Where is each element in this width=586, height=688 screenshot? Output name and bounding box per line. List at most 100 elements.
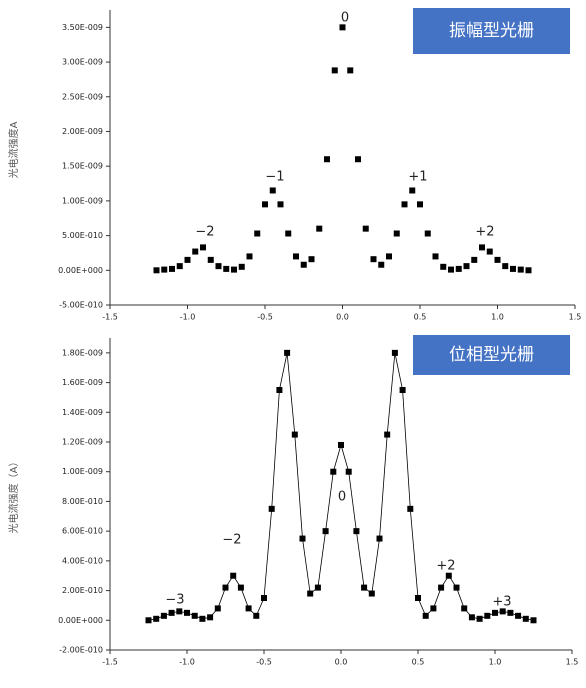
y-tick-label: 4.00E-010	[62, 556, 103, 565]
data-point	[238, 263, 245, 270]
data-point	[399, 387, 406, 393]
data-point	[476, 615, 483, 622]
data-point	[424, 230, 431, 237]
data-point	[284, 349, 291, 356]
data-point	[345, 468, 352, 475]
y-tick-label: 1.60E-009	[62, 378, 103, 387]
data-point	[200, 244, 206, 251]
data-point	[468, 614, 475, 621]
data-point	[285, 230, 292, 237]
data-point	[461, 605, 468, 612]
order-label: −2	[195, 225, 214, 240]
y-tick-label: 5.00E-010	[62, 231, 103, 240]
data-point	[316, 225, 323, 232]
data-point	[307, 590, 314, 597]
data-point	[415, 595, 421, 601]
data-point	[445, 572, 452, 579]
y-tick-label: -5.00E-010	[59, 301, 103, 310]
y-axis-title: 光电流强度（A）	[7, 457, 20, 534]
data-point	[269, 187, 276, 194]
x-tick-label: -1.5	[102, 313, 118, 322]
data-point	[207, 256, 214, 263]
data-point	[440, 263, 447, 270]
x-tick-label: 0.0	[336, 313, 349, 322]
data-point	[153, 615, 160, 622]
y-tick-label: 3.50E-009	[62, 23, 103, 32]
x-tick-label: 1.0	[491, 313, 504, 322]
data-point	[176, 263, 183, 270]
data-point	[494, 256, 501, 263]
data-point	[184, 256, 191, 263]
data-point	[169, 265, 175, 272]
chart: 1.80E-0091.60E-0091.40E-0091.20E-0091.00…	[7, 335, 578, 667]
x-tick-label: 1.5	[569, 313, 582, 322]
x-tick-label: -0.5	[256, 658, 272, 667]
y-tick-label: 8.00E-010	[62, 497, 103, 506]
data-point	[160, 612, 167, 619]
order-label: +1	[408, 170, 427, 185]
data-point	[153, 267, 160, 274]
x-tick-label: -1.0	[179, 658, 195, 667]
chart-title: 振幅型光栅	[449, 21, 534, 41]
data-point	[223, 265, 230, 272]
y-axis-title: 光电流强度A	[7, 121, 20, 178]
x-tick-label: -1.0	[180, 313, 196, 322]
data-point	[438, 584, 445, 591]
data-point	[386, 253, 392, 260]
data-point	[253, 612, 260, 619]
data-point	[331, 67, 338, 74]
data-point	[432, 253, 439, 260]
y-tick-label: 0.00E+000	[58, 616, 103, 625]
data-point	[370, 256, 377, 263]
data-point	[192, 248, 199, 255]
data-point	[409, 187, 416, 194]
order-label: +2	[436, 559, 455, 574]
data-point	[308, 256, 315, 263]
data-point	[184, 609, 190, 616]
y-tick-label: 0.00E+000	[58, 266, 103, 275]
x-tick-label: 0.0	[335, 658, 348, 667]
data-point	[353, 528, 360, 535]
data-point	[324, 156, 330, 163]
data-point	[499, 608, 506, 615]
data-point	[378, 261, 385, 268]
x-tick-label: 1.5	[566, 658, 579, 667]
order-label: +2	[475, 225, 494, 240]
data-point	[391, 349, 398, 356]
title-badge	[413, 8, 570, 54]
order-label: −1	[265, 170, 284, 185]
y-tick-label: 1.80E-009	[62, 348, 103, 357]
y-tick-label: 1.50E-009	[62, 162, 103, 171]
data-point	[222, 584, 229, 591]
x-tick-label: 0.5	[412, 658, 425, 667]
data-point	[407, 505, 414, 512]
data-point	[199, 615, 206, 622]
y-tick-label: 2.00E-010	[62, 586, 103, 595]
data-point	[471, 256, 478, 263]
data-point	[479, 244, 485, 251]
data-point	[384, 431, 391, 438]
data-point	[145, 617, 152, 624]
data-point	[376, 535, 383, 542]
data-point	[525, 267, 532, 274]
y-tick-label: 1.00E-009	[62, 196, 103, 205]
data-point	[515, 612, 522, 619]
data-point	[268, 505, 275, 512]
data-point	[430, 605, 437, 612]
data-point	[522, 615, 529, 622]
y-tick-label: 1.00E-009	[62, 467, 103, 476]
data-point	[214, 605, 221, 612]
data-point	[502, 263, 509, 270]
data-point	[261, 595, 267, 601]
data-point	[322, 528, 329, 535]
data-point	[231, 266, 237, 273]
series-line	[148, 352, 534, 621]
data-point	[510, 265, 516, 272]
data-point	[530, 617, 537, 624]
y-tick-label: 2.50E-009	[62, 92, 103, 101]
data-point	[339, 24, 346, 31]
data-point	[486, 248, 493, 255]
data-point	[401, 201, 408, 208]
data-point	[484, 612, 491, 619]
x-tick-label: -1.5	[102, 658, 118, 667]
